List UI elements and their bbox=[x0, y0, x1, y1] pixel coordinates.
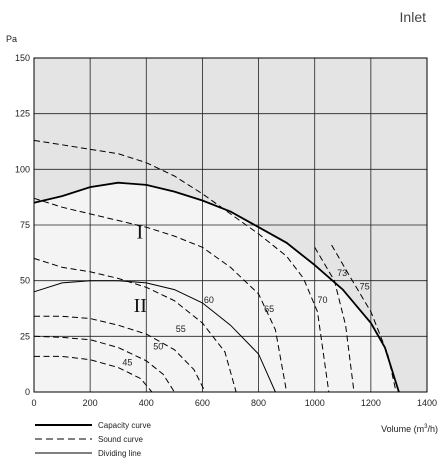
y-tick-label: 100 bbox=[15, 164, 30, 174]
sound-curve-label: 73 bbox=[337, 268, 347, 278]
sound-curve-65 bbox=[33, 197, 288, 393]
x-tick-label: 600 bbox=[195, 398, 210, 408]
sound-curve-label: 65 bbox=[264, 304, 274, 314]
dividing-line bbox=[33, 280, 276, 393]
sound-curve-50 bbox=[33, 335, 175, 393]
legend-sound-label: Sound curve bbox=[98, 435, 143, 444]
x-tick-label: 200 bbox=[83, 398, 98, 408]
sound-curve-label: 70 bbox=[318, 295, 328, 305]
sound-curve-label: 50 bbox=[153, 342, 163, 352]
operating-area bbox=[34, 182, 399, 392]
sound-curve-label: 75 bbox=[360, 282, 370, 292]
sound-curve-label: 55 bbox=[176, 324, 186, 334]
x-tick-label: 1000 bbox=[305, 398, 325, 408]
y-tick-label: 25 bbox=[20, 331, 30, 341]
x-axis-label: Volume (m3/h) bbox=[381, 424, 438, 434]
sound-curve-73 bbox=[314, 247, 355, 393]
sound-curve-label: 45 bbox=[122, 357, 132, 367]
x-tick-label: 1200 bbox=[361, 398, 381, 408]
region-label: II bbox=[134, 295, 147, 317]
plot-frame bbox=[33, 57, 428, 393]
x-tick-label: 400 bbox=[139, 398, 154, 408]
y-tick-label: 150 bbox=[15, 53, 30, 63]
x-axis-label-suffix: /h) bbox=[427, 424, 438, 434]
y-axis-unit: Pa bbox=[6, 34, 17, 44]
x-tick-label: 800 bbox=[251, 398, 266, 408]
y-tick-label: 125 bbox=[15, 109, 30, 119]
legend-dividing-label: Dividing line bbox=[98, 449, 142, 458]
chart-title: Inlet bbox=[400, 9, 427, 25]
y-tick-label: 75 bbox=[20, 220, 30, 230]
y-tick-label: 0 bbox=[25, 387, 30, 397]
x-axis-label-prefix: Volume (m bbox=[381, 424, 424, 434]
sound-curve-55 bbox=[34, 315, 206, 393]
sound-curve-label: 60 bbox=[204, 295, 214, 305]
capacity-curve bbox=[33, 181, 400, 393]
sound-curve-60 bbox=[33, 257, 237, 393]
y-tick-label: 50 bbox=[20, 276, 30, 286]
legend: Capacity curve Sound curve Dividing line bbox=[35, 421, 151, 458]
legend-capacity-label: Capacity curve bbox=[98, 421, 151, 430]
x-axis-label-sup: 3 bbox=[424, 424, 428, 430]
region-label: I bbox=[136, 221, 143, 243]
x-tick-label: 0 bbox=[31, 398, 36, 408]
sound-curve-45 bbox=[34, 355, 153, 393]
x-tick-label: 1400 bbox=[417, 398, 437, 408]
